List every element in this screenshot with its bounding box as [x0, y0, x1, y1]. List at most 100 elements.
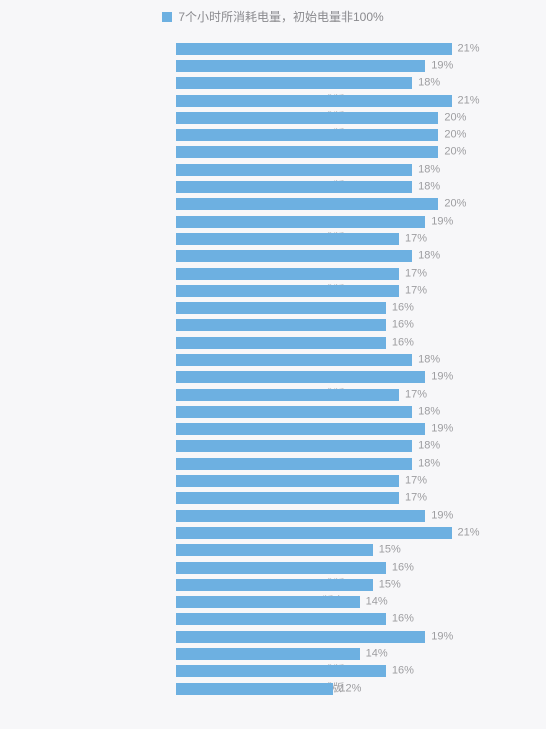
- bar-track: 14%: [176, 648, 504, 660]
- bar: [176, 613, 386, 625]
- bar: [176, 562, 386, 574]
- value-label: 15%: [373, 579, 401, 590]
- value-label: 20%: [438, 130, 466, 141]
- bar: [176, 198, 438, 210]
- value-label: 16%: [386, 320, 414, 331]
- bar: [176, 527, 452, 539]
- bar: [176, 371, 425, 383]
- value-label: 17%: [399, 389, 427, 400]
- bar-track: 17%: [176, 389, 504, 401]
- bar: [176, 389, 399, 401]
- value-label: 18%: [412, 251, 440, 262]
- bar: [176, 112, 438, 124]
- value-label: 18%: [412, 354, 440, 365]
- bar-track: 18%: [176, 181, 504, 193]
- value-label: 16%: [386, 562, 414, 573]
- bar: [176, 683, 333, 695]
- bar-row: iOS 15.5 RC版本14%: [176, 594, 504, 611]
- value-label: 16%: [386, 614, 414, 625]
- bar-row: iOS 16.4 Beta 118%: [176, 75, 504, 92]
- bar-row: iOS 16 Beta 219%: [176, 507, 504, 524]
- bar: [176, 95, 452, 107]
- value-label: 19%: [425, 510, 453, 521]
- value-label: 21%: [452, 95, 480, 106]
- bar-row: iOS 16.3 RC版20%: [176, 126, 504, 143]
- bar: [176, 458, 412, 470]
- bar: [176, 510, 425, 522]
- bar: [176, 596, 360, 608]
- bar-row: iOS 15.5 Beta 214%: [176, 645, 504, 662]
- bar-row: iOS 16.1 Beta 316%: [176, 334, 504, 351]
- bar-row: iOS 16 Beta 418%: [176, 455, 504, 472]
- bar-track: 14%: [176, 596, 504, 608]
- bar: [176, 285, 399, 297]
- bar: [176, 319, 386, 331]
- value-label: 18%: [412, 406, 440, 417]
- bar-track: 16%: [176, 319, 504, 331]
- bar: [176, 492, 399, 504]
- bar: [176, 233, 399, 245]
- bar-track: 21%: [176, 43, 504, 55]
- value-label: 18%: [412, 458, 440, 469]
- bar-row: iOS 16.2 Beta 319%: [176, 213, 504, 230]
- bar-track: 18%: [176, 354, 504, 366]
- value-label: 12%: [333, 683, 361, 694]
- bar-row: iOS 15.6 Beta 215%: [176, 542, 504, 559]
- bar: [176, 648, 360, 660]
- value-label: 19%: [425, 631, 453, 642]
- bar-track: 19%: [176, 510, 504, 522]
- bar-row: iOS 16 Beta 121%: [176, 524, 504, 541]
- value-label: 20%: [438, 112, 466, 123]
- bar-row: iOS 16.1 Beta 119%: [176, 369, 504, 386]
- bar-row: iOS 16.1正式版17%: [176, 282, 504, 299]
- bar: [176, 440, 412, 452]
- value-label: 15%: [373, 545, 401, 556]
- bar: [176, 631, 425, 643]
- bar-track: 20%: [176, 198, 504, 210]
- value-label: 18%: [412, 441, 440, 452]
- bar-track: 21%: [176, 527, 504, 539]
- bar-track: 19%: [176, 60, 504, 72]
- value-label: 17%: [399, 476, 427, 487]
- value-label: 17%: [399, 285, 427, 296]
- value-label: 21%: [452, 43, 480, 54]
- value-label: 20%: [438, 199, 466, 210]
- bar-row: iOS16.2 RC版18%: [176, 178, 504, 195]
- bar-track: 18%: [176, 458, 504, 470]
- bar-row: iOS 16.4 Beta 321%: [176, 40, 504, 57]
- bar-row: iOS 16.1.1正式版17%: [176, 230, 504, 247]
- bar: [176, 406, 412, 418]
- battery-drain-chart: 7个小时所消耗电量，初始电量非100% iOS 16.4 Beta 321% iO…: [0, 0, 546, 729]
- bar-row: iOS 15.4.1正式版16%: [176, 663, 504, 680]
- bar: [176, 302, 386, 314]
- bar-track: 17%: [176, 475, 504, 487]
- bar-row: iOS 16 Beta 3'17%: [176, 472, 504, 489]
- bar-track: 17%: [176, 233, 504, 245]
- bar: [176, 665, 386, 677]
- bar-row: iOS 16.3 Beta 118%: [176, 161, 504, 178]
- bar-track: 17%: [176, 492, 504, 504]
- bar-track: 20%: [176, 129, 504, 141]
- bar: [176, 43, 452, 55]
- bar-row: iOS 15.5 Beta 319%: [176, 628, 504, 645]
- bar-row: iOS 16.2 Beta 420%: [176, 196, 504, 213]
- bar: [176, 77, 412, 89]
- value-label: 14%: [360, 597, 388, 608]
- bar-track: 20%: [176, 112, 504, 124]
- value-label: 19%: [425, 372, 453, 383]
- bar-track: 17%: [176, 285, 504, 297]
- chart-legend: 7个小时所消耗电量，初始电量非100%: [0, 8, 546, 25]
- bar-track: 16%: [176, 337, 504, 349]
- bar: [176, 146, 438, 158]
- bar-row: iOS 16.2 Beta 218%: [176, 248, 504, 265]
- bar-row: iOS 16.2 Beta 117%: [176, 265, 504, 282]
- bar-row: iOS 16正式版17%: [176, 386, 504, 403]
- bar: [176, 268, 399, 280]
- bar-track: 12%: [176, 683, 504, 695]
- bar: [176, 164, 412, 176]
- bar-track: 16%: [176, 613, 504, 625]
- bar-row: iOS 16.3正式版20%: [176, 109, 504, 126]
- bar-row: iOS 16 Beta 619%: [176, 421, 504, 438]
- bar: [176, 354, 412, 366]
- value-label: 17%: [399, 233, 427, 244]
